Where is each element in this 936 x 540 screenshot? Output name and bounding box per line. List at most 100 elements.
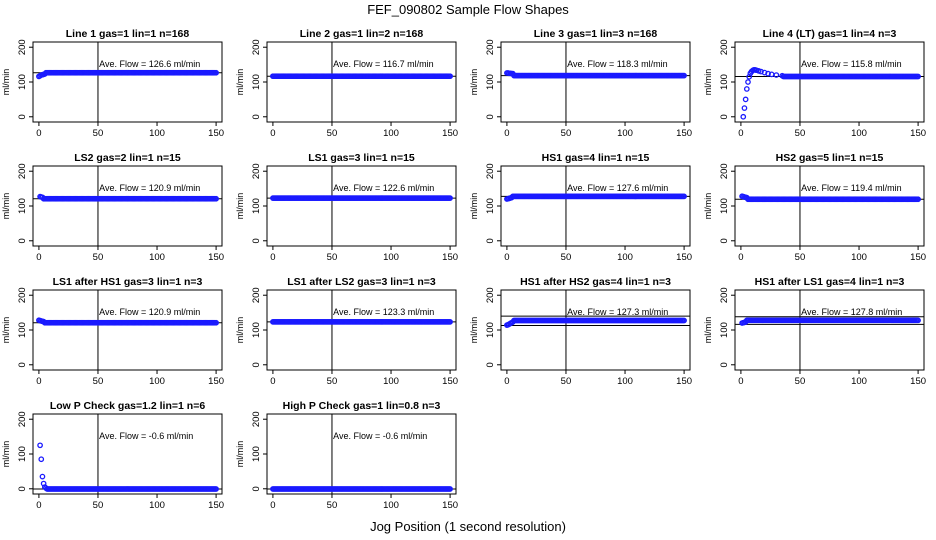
x-tick-label: 100 [617,128,633,139]
y-axis-label: ml/min [1,317,11,344]
plot-frame [32,413,223,495]
y-tick-label: 100 [485,322,496,338]
plot-frame [266,41,457,123]
panel-title: HS1 gas=4 lin=1 n=15 [542,152,650,164]
y-tick-label: 200 [251,411,262,427]
plot-frame [734,165,925,247]
average-flow-annotation: Ave. Flow = 116.7 ml/min [333,59,433,69]
y-tick-label: 0 [17,486,28,491]
x-tick-label: 50 [327,128,338,139]
data-point [740,113,747,120]
y-axis-label: ml/min [703,69,713,96]
x-tick-label: 150 [910,128,926,139]
x-tick-label: 100 [149,376,165,387]
plot-frame [266,289,457,371]
y-tick-label: 200 [719,287,730,303]
x-tick-label: 50 [561,376,572,387]
x-tick-label: 150 [676,376,692,387]
y-tick-label: 0 [251,362,262,367]
x-tick-label: 0 [36,128,41,139]
plot-frame [734,289,925,371]
panel-title: Low P Check gas=1.2 lin=1 n=6 [50,400,205,412]
y-tick-label: 200 [251,163,262,179]
panel-13: Low P Check gas=1.2 lin=1 n=6 0 100 200 ml/m… [1,400,224,511]
y-tick-label: 200 [719,163,730,179]
x-tick-label: 150 [442,128,458,139]
panel-6: LS1 gas=3 lin=1 n=15 0 100 200 ml/min 0 50 100 1… [235,152,458,263]
data-point [213,486,219,492]
panel-11: HS1 after HS2 gas=4 lin=1 n=3 0 100 200 ml/m… [469,276,692,387]
data-point [681,317,687,324]
x-tick-label: 50 [93,128,104,139]
x-axis-caption: Jog Position (1 second resolution) [370,519,566,534]
y-tick-label: 0 [251,486,262,491]
data-point [37,442,43,449]
panel-4: Line 4 (LT) gas=1 lin=4 n=3 0 100 200 ml/min… [703,28,926,139]
panel-1: Line 1 gas=1 lin=1 n=168 0 100 200 ml/min 0 50… [1,28,224,139]
x-tick-label: 0 [504,252,509,263]
x-tick-label: 150 [442,252,458,263]
y-tick-label: 100 [485,198,496,214]
panel-3: Line 3 gas=1 lin=3 n=168 0 100 200 ml/min 0 50… [469,28,692,139]
x-tick-label: 0 [36,376,41,387]
data-point [773,72,780,78]
x-tick-label: 100 [149,252,165,263]
plot-frame [266,413,457,495]
data-point [745,79,751,85]
panel-title: High P Check gas=1 lin=0.8 n=3 [283,400,441,412]
y-axis-label: ml/min [235,69,245,96]
average-flow-annotation: Ave. Flow = 120.9 ml/min [99,183,200,193]
panel-10: LS1 after LS2 gas=3 lin=1 n=3 0 100 200 ml/m… [235,276,458,387]
data-point [915,317,921,324]
y-tick-label: 100 [251,322,262,338]
data-point [681,72,687,79]
data-point [213,195,219,202]
x-tick-label: 150 [208,376,224,387]
x-tick-label: 150 [910,376,926,387]
data-point [447,195,453,201]
plot-frame [500,289,691,371]
average-flow-annotation: Ave. Flow = 122.6 ml/min [333,183,434,193]
data-point [743,86,750,92]
y-axis-label: ml/min [703,317,713,344]
x-tick-label: 150 [208,252,224,263]
y-tick-label: 100 [251,446,262,462]
y-axis-label: ml/min [235,317,245,344]
figure-title: FEF_090802 Sample Flow Shapes [367,2,569,17]
x-tick-label: 0 [504,376,509,387]
x-tick-label: 150 [208,500,224,511]
y-axis-label: ml/min [235,441,245,468]
x-tick-label: 50 [561,128,572,139]
panel-title: Line 4 (LT) gas=1 lin=4 n=3 [763,28,897,40]
panel-8: HS2 gas=5 lin=1 n=15 0 100 200 ml/min 0 50 100 1… [703,152,926,263]
y-tick-label: 200 [485,287,496,303]
x-tick-label: 0 [504,128,509,139]
y-tick-label: 0 [251,238,262,243]
data-point [38,456,45,463]
data-point [39,473,46,480]
y-axis-label: ml/min [1,69,11,96]
x-tick-label: 100 [851,376,867,387]
x-tick-label: 100 [851,128,867,139]
x-tick-label: 100 [383,376,399,387]
y-tick-label: 100 [251,198,262,214]
x-tick-label: 150 [676,128,692,139]
panel-title: Line 3 gas=1 lin=3 n=168 [534,28,658,40]
average-flow-annotation: Ave. Flow = 127.3 ml/min [567,307,668,317]
y-tick-label: 200 [17,411,28,427]
y-tick-label: 0 [17,238,28,243]
panel-title: HS2 gas=5 lin=1 n=15 [776,152,884,164]
y-tick-label: 100 [251,74,262,90]
data-point [681,193,687,200]
y-tick-label: 200 [251,287,262,303]
y-axis-label: ml/min [1,441,11,468]
y-tick-label: 100 [719,198,730,214]
x-tick-label: 0 [738,128,743,139]
x-tick-label: 100 [383,500,399,511]
x-tick-label: 150 [442,376,458,387]
y-tick-label: 0 [251,114,262,119]
y-tick-label: 100 [719,322,730,338]
y-tick-label: 200 [251,39,262,55]
y-axis-label: ml/min [469,69,479,96]
